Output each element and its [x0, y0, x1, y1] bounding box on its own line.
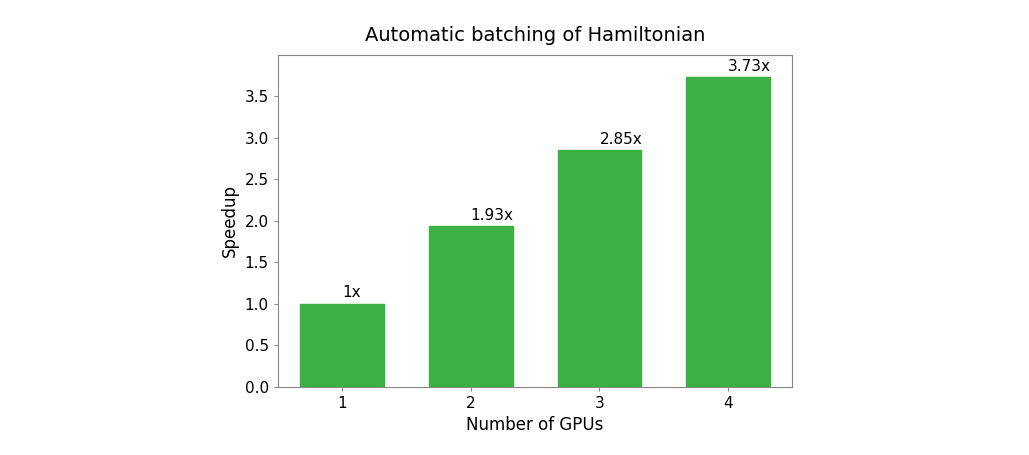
Y-axis label: Speedup: Speedup — [221, 184, 239, 257]
Text: 1x: 1x — [342, 285, 361, 300]
Text: 2.85x: 2.85x — [599, 132, 642, 147]
X-axis label: Number of GPUs: Number of GPUs — [466, 416, 604, 435]
Bar — [686, 77, 770, 387]
Title: Automatic batching of Hamiltonian: Automatic batching of Hamiltonian — [365, 26, 705, 45]
Bar — [429, 227, 512, 387]
Bar — [558, 150, 641, 387]
Text: 3.73x: 3.73x — [729, 59, 771, 74]
Bar — [300, 304, 384, 387]
Text: 1.93x: 1.93x — [471, 208, 513, 223]
